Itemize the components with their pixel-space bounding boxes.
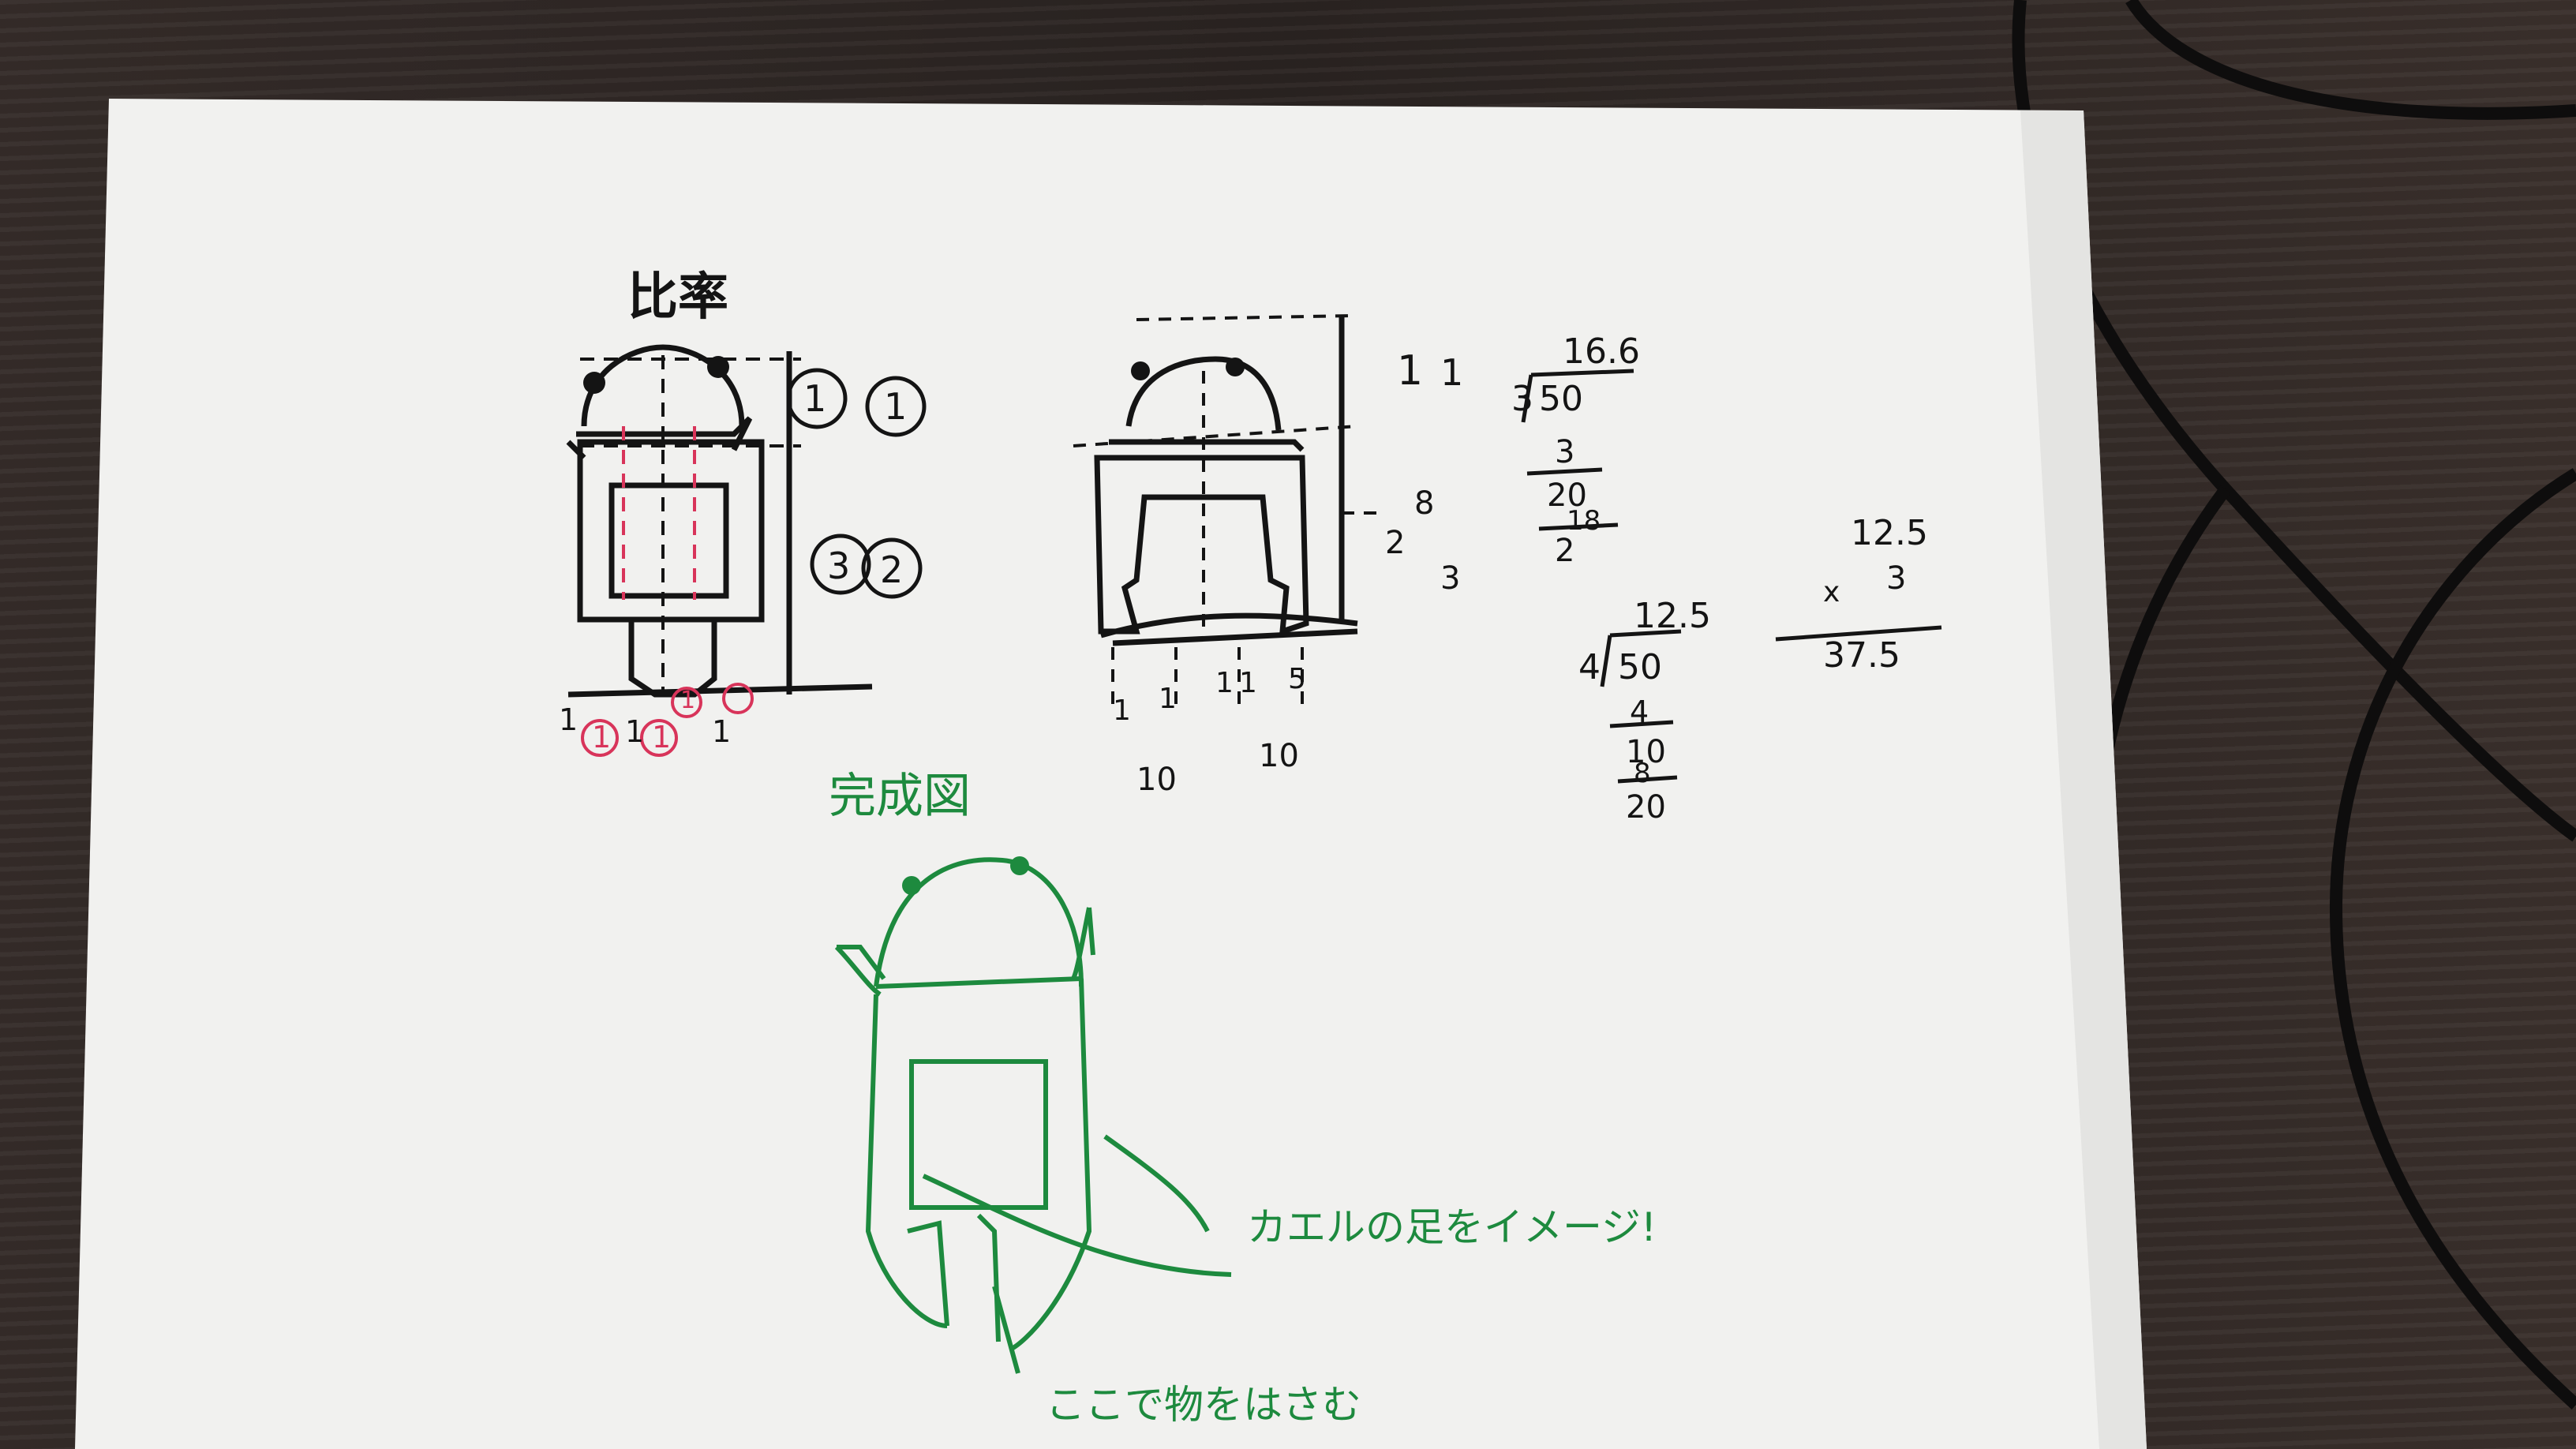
mid-left-8: 8 — [1414, 485, 1435, 522]
mid-right-1a: 1 — [1397, 347, 1424, 395]
div2-step2: 10 — [1626, 734, 1666, 770]
mult-a: 12.5 — [1851, 513, 1928, 553]
div1-step3: 18 — [1567, 505, 1601, 537]
mid-bottom-2: 1 — [1159, 683, 1177, 715]
div1-step4: 2 — [1555, 533, 1575, 569]
eye-dot-mid-right — [1226, 358, 1245, 376]
ratio-label-2: 1 — [884, 385, 908, 428]
mid-bottom-3: 1 — [1215, 667, 1234, 699]
ratio-bottom-2: 1 — [592, 720, 612, 754]
completed-title: 完成図 — [829, 769, 971, 824]
div1-step1: 3 — [1555, 434, 1575, 470]
mid-right-1b: 1 — [1440, 351, 1464, 394]
ratio-red-guides — [622, 426, 696, 600]
completed-drawing — [834, 857, 1232, 1374]
mid-left-3: 3 — [1440, 560, 1461, 597]
ratio-circles — [786, 368, 927, 599]
mid-width-10a: 10 — [1136, 762, 1177, 798]
ratio-label-4: 2 — [880, 549, 904, 591]
mid-bottom-4: 1 — [1239, 667, 1257, 699]
div2-divisor: 4 — [1578, 647, 1601, 687]
eye-dot-right — [707, 356, 729, 378]
annotation-legs: カエルの足をイメージ! — [1247, 1204, 1657, 1250]
ratio-guide-lines — [580, 355, 801, 695]
div1-step2: 20 — [1547, 477, 1587, 514]
ratio-red-circles — [581, 683, 754, 757]
mid-bottom-1: 1 — [1113, 695, 1131, 727]
mid-width-10b: 10 — [1259, 738, 1299, 774]
green-eye-left — [902, 876, 921, 895]
div2-step1: 4 — [1630, 695, 1649, 729]
mult-b: 3 — [1886, 560, 1907, 597]
paper-sheet — [75, 99, 2147, 1449]
div2-dividend: 50 — [1618, 647, 1662, 687]
mult-result: 37.5 — [1823, 635, 1900, 676]
div2-quotient: 12.5 — [1634, 596, 1711, 636]
div1-divisor: 3 — [1511, 379, 1533, 419]
ratio-bottom-5: 1 — [680, 687, 696, 714]
annotation-clip: ここで物をはさむ — [1046, 1382, 1361, 1428]
mult-op: x — [1823, 576, 1840, 608]
ratio-bottom-4: 1 — [652, 720, 672, 754]
eye-dot-mid-left — [1131, 361, 1150, 380]
middle-guide-lines — [1073, 314, 1377, 710]
ratio-bottom-1: 1 — [559, 702, 578, 737]
ratio-label-3: 3 — [827, 545, 851, 587]
ratio-bottom-6: 1 — [712, 714, 732, 749]
div1-quotient: 16.6 — [1563, 331, 1640, 372]
middle-sketch — [1094, 316, 1358, 646]
mid-left-2: 2 — [1385, 525, 1406, 561]
div2-step3: 8 — [1634, 758, 1651, 789]
ratio-title: 比率 — [627, 268, 728, 327]
ratio-bottom-3: 1 — [625, 714, 645, 749]
eye-dot-left — [583, 372, 605, 394]
mid-bottom-5: 5 — [1288, 663, 1306, 695]
ratio-label-1: 1 — [803, 377, 827, 420]
div1-dividend: 50 — [1539, 379, 1583, 419]
math-strokes — [1521, 369, 1942, 784]
paper-shadow — [2020, 110, 2147, 1449]
green-eye-right — [1010, 856, 1029, 875]
div2-step4: 20 — [1626, 789, 1666, 826]
